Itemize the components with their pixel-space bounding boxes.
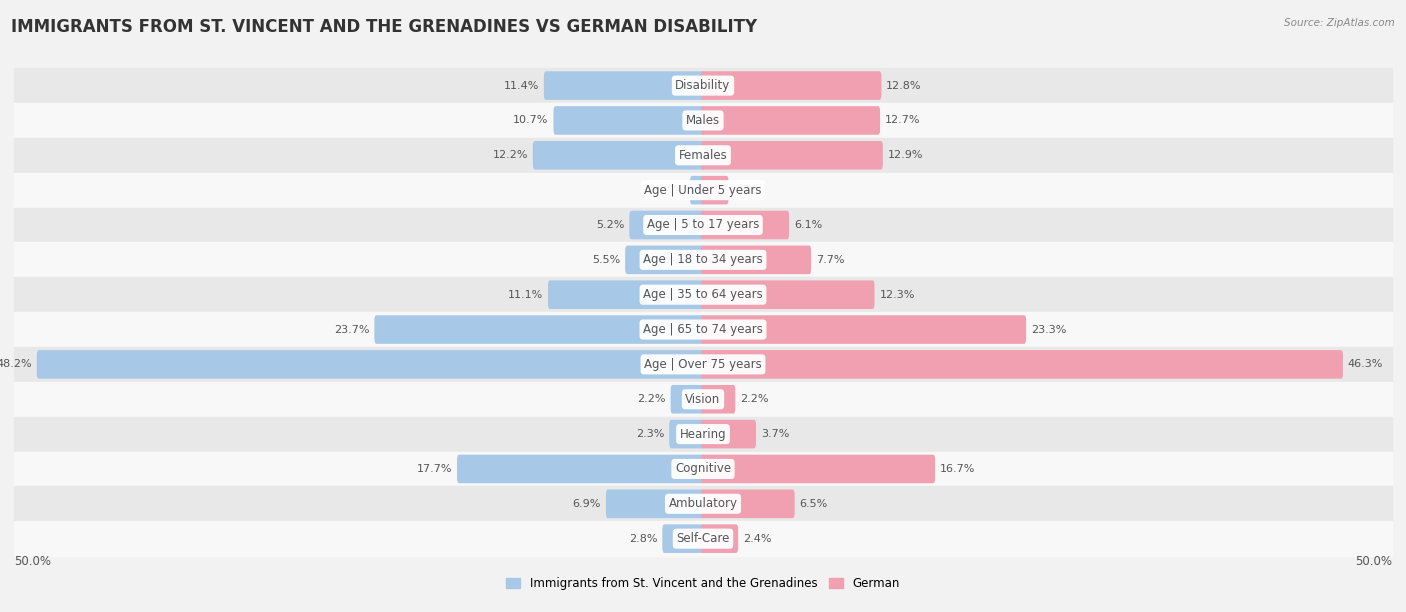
Bar <box>14 452 1392 487</box>
FancyBboxPatch shape <box>702 106 880 135</box>
Legend: Immigrants from St. Vincent and the Grenadines, German: Immigrants from St. Vincent and the Gren… <box>502 572 904 595</box>
FancyBboxPatch shape <box>702 176 728 204</box>
Bar <box>14 417 1392 452</box>
FancyBboxPatch shape <box>702 420 756 449</box>
Text: 2.2%: 2.2% <box>637 394 666 405</box>
Text: 1.7%: 1.7% <box>734 185 762 195</box>
Text: Age | 35 to 64 years: Age | 35 to 64 years <box>643 288 763 301</box>
Text: 50.0%: 50.0% <box>1355 555 1392 568</box>
Text: 12.2%: 12.2% <box>492 151 529 160</box>
Text: 5.5%: 5.5% <box>592 255 620 265</box>
Text: 11.4%: 11.4% <box>503 81 538 91</box>
Text: 16.7%: 16.7% <box>941 464 976 474</box>
Text: Age | 5 to 17 years: Age | 5 to 17 years <box>647 218 759 231</box>
FancyBboxPatch shape <box>702 280 875 309</box>
FancyBboxPatch shape <box>702 315 1026 344</box>
Text: 7.7%: 7.7% <box>815 255 845 265</box>
Text: Hearing: Hearing <box>679 428 727 441</box>
Text: Females: Females <box>679 149 727 162</box>
Bar <box>14 312 1392 347</box>
Text: 23.7%: 23.7% <box>335 324 370 335</box>
Bar <box>14 487 1392 521</box>
Text: 2.3%: 2.3% <box>636 429 665 439</box>
Text: Age | Over 75 years: Age | Over 75 years <box>644 358 762 371</box>
FancyBboxPatch shape <box>702 211 789 239</box>
FancyBboxPatch shape <box>457 455 704 483</box>
Text: 10.7%: 10.7% <box>513 116 548 125</box>
Text: 48.2%: 48.2% <box>0 359 32 370</box>
FancyBboxPatch shape <box>662 524 704 553</box>
Bar <box>14 382 1392 417</box>
Text: 2.2%: 2.2% <box>740 394 769 405</box>
Text: 6.5%: 6.5% <box>800 499 828 509</box>
Text: Vision: Vision <box>685 393 721 406</box>
FancyBboxPatch shape <box>548 280 704 309</box>
Text: 23.3%: 23.3% <box>1031 324 1066 335</box>
FancyBboxPatch shape <box>702 455 935 483</box>
Bar <box>14 277 1392 312</box>
FancyBboxPatch shape <box>37 350 704 379</box>
FancyBboxPatch shape <box>702 141 883 170</box>
Bar <box>14 173 1392 207</box>
Bar <box>14 207 1392 242</box>
Text: 2.8%: 2.8% <box>628 534 658 543</box>
Text: Self-Care: Self-Care <box>676 532 730 545</box>
FancyBboxPatch shape <box>554 106 704 135</box>
FancyBboxPatch shape <box>702 245 811 274</box>
Text: Disability: Disability <box>675 79 731 92</box>
FancyBboxPatch shape <box>533 141 704 170</box>
Text: 17.7%: 17.7% <box>416 464 453 474</box>
FancyBboxPatch shape <box>702 490 794 518</box>
Bar <box>14 138 1392 173</box>
Text: Males: Males <box>686 114 720 127</box>
Text: 12.7%: 12.7% <box>884 116 921 125</box>
Bar <box>14 103 1392 138</box>
Text: 2.4%: 2.4% <box>742 534 772 543</box>
Text: 6.9%: 6.9% <box>572 499 600 509</box>
FancyBboxPatch shape <box>702 350 1343 379</box>
FancyBboxPatch shape <box>606 490 704 518</box>
FancyBboxPatch shape <box>669 420 704 449</box>
Text: 11.1%: 11.1% <box>508 289 543 300</box>
Bar <box>14 347 1392 382</box>
Text: Ambulatory: Ambulatory <box>668 498 738 510</box>
Text: Age | Under 5 years: Age | Under 5 years <box>644 184 762 196</box>
Text: 12.3%: 12.3% <box>879 289 915 300</box>
FancyBboxPatch shape <box>702 524 738 553</box>
Text: 6.1%: 6.1% <box>794 220 823 230</box>
Text: 3.7%: 3.7% <box>761 429 789 439</box>
Bar <box>14 242 1392 277</box>
FancyBboxPatch shape <box>702 385 735 414</box>
FancyBboxPatch shape <box>671 385 704 414</box>
Text: 12.9%: 12.9% <box>887 151 924 160</box>
FancyBboxPatch shape <box>690 176 704 204</box>
Text: IMMIGRANTS FROM ST. VINCENT AND THE GRENADINES VS GERMAN DISABILITY: IMMIGRANTS FROM ST. VINCENT AND THE GREN… <box>11 18 758 36</box>
Text: 46.3%: 46.3% <box>1348 359 1384 370</box>
FancyBboxPatch shape <box>374 315 704 344</box>
Text: Age | 18 to 34 years: Age | 18 to 34 years <box>643 253 763 266</box>
Text: Cognitive: Cognitive <box>675 463 731 476</box>
Text: 0.79%: 0.79% <box>650 185 685 195</box>
FancyBboxPatch shape <box>544 72 704 100</box>
FancyBboxPatch shape <box>626 245 704 274</box>
Text: Source: ZipAtlas.com: Source: ZipAtlas.com <box>1284 18 1395 28</box>
Text: 50.0%: 50.0% <box>14 555 51 568</box>
FancyBboxPatch shape <box>630 211 704 239</box>
Bar <box>14 521 1392 556</box>
Text: 12.8%: 12.8% <box>886 81 922 91</box>
Text: Age | 65 to 74 years: Age | 65 to 74 years <box>643 323 763 336</box>
Text: 5.2%: 5.2% <box>596 220 624 230</box>
FancyBboxPatch shape <box>702 72 882 100</box>
Bar <box>14 68 1392 103</box>
